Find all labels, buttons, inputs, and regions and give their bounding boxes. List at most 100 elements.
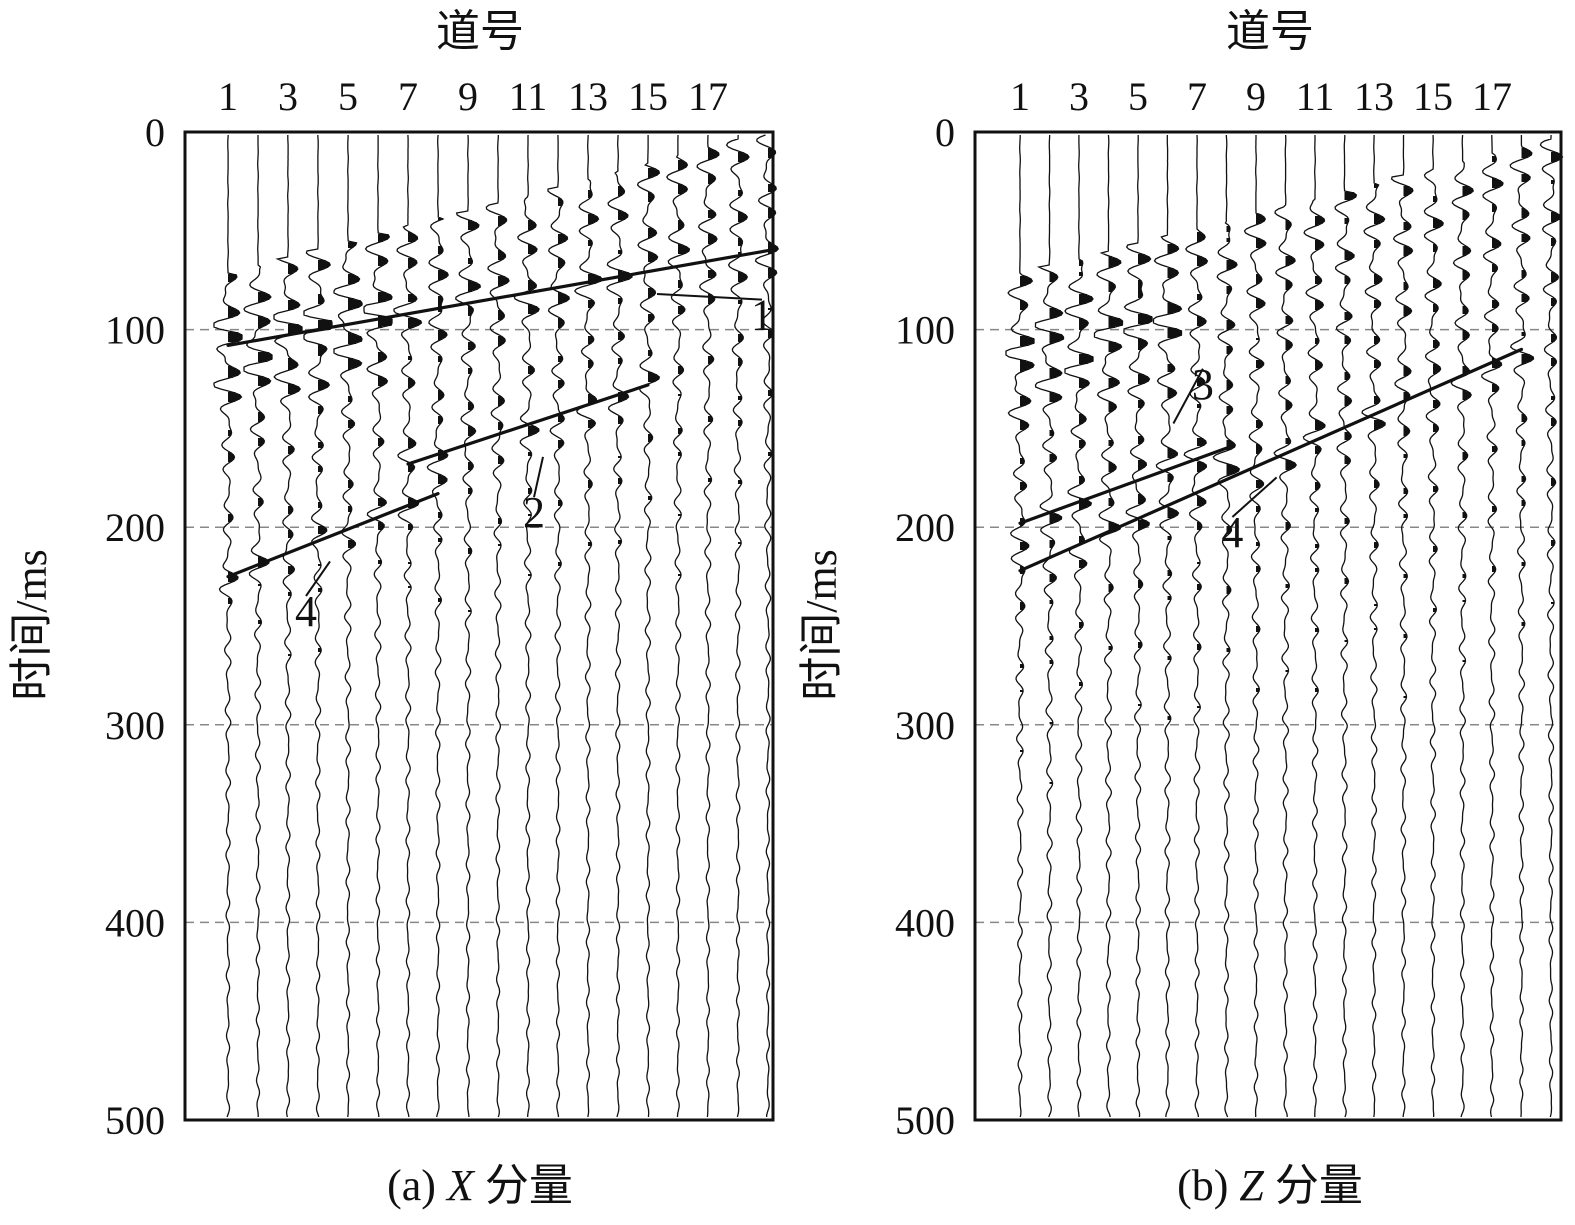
panel-b-ylabel: 时间/ms — [797, 549, 846, 701]
panel-a-event-leader-2 — [533, 456, 544, 498]
panel-b-trace-1 — [1005, 135, 1035, 1118]
panel-a-y-tick-label: 300 — [105, 703, 165, 748]
panel-a-x-tick-label: 1 — [218, 74, 238, 119]
panel-a-xlabel: 道号 — [436, 7, 524, 56]
panel-b-trace-fill-15 — [1433, 196, 1444, 612]
panel-a-event-line-4 — [226, 492, 440, 579]
panel-b-trace-fill-5 — [1138, 254, 1152, 706]
panel-b-y-tick-label: 100 — [895, 308, 955, 353]
panel-a-trace-fill-2 — [258, 292, 272, 624]
panel-a-trace-fill-5 — [348, 242, 362, 548]
panel-a: 道号 时间/ms (a) X 分量 1 3 5 7 9 11 13 15 17010020030… — [7, 7, 779, 1210]
panel-b-x-tick-label: 13 — [1354, 74, 1394, 119]
panel-b-x-tick-label: 11 — [1296, 74, 1335, 119]
panel-b-trace-3 — [1064, 135, 1094, 1118]
panel-a-trace-3 — [273, 135, 303, 1118]
panel-b-trace-fill-2 — [1049, 272, 1064, 784]
panel-b-x-tick-label: 15 — [1413, 74, 1453, 119]
panel-a-event-line-1 — [226, 248, 770, 348]
panel-a-trace-8 — [426, 134, 449, 1118]
panel-b-trace-fill-9 — [1256, 214, 1266, 692]
panel-b-x-tick-label: 1 — [1010, 74, 1030, 119]
panel-b-trace-fill-8 — [1226, 226, 1240, 652]
panel-a-caption-var: X — [445, 1161, 476, 1210]
panel-b-trace-15 — [1423, 135, 1444, 1118]
panel-a-caption-suffix: 分量 — [474, 1161, 573, 1210]
panel-b-trace-fill-10 — [1285, 220, 1297, 672]
panel-a-trace-fill-9 — [468, 220, 481, 612]
panel-b-trace-13 — [1361, 135, 1386, 1118]
panel-b-trace-16 — [1450, 134, 1474, 1118]
panel-b-trace-5 — [1123, 135, 1153, 1118]
panel-b-trace-8 — [1212, 134, 1241, 1118]
panel-a-frame — [183, 130, 775, 1122]
panel-b-trace-fill-6 — [1167, 244, 1182, 720]
panel-b-trace-12 — [1334, 135, 1358, 1118]
panel-a-ylabel: 时间/ms — [7, 549, 56, 701]
panel-a-trace-1 — [213, 134, 243, 1118]
panel-a-trace-fill-1 — [228, 274, 242, 604]
panel-a-trace-fill-15 — [648, 168, 660, 500]
panel-a-x-tick-label: 9 — [458, 74, 478, 119]
panel-a-x-tick-label: 15 — [628, 74, 668, 119]
panel-b-y-tick-label: 200 — [895, 505, 955, 550]
panel-a-x-tick-label: 3 — [278, 74, 298, 119]
panel-b-trace-18 — [1509, 135, 1535, 1118]
panel-b-event-line-3 — [1018, 446, 1229, 525]
panel-a-trace-4 — [303, 134, 333, 1118]
panel-b-trace-7 — [1183, 134, 1209, 1118]
panel-b-x-tick-label: 3 — [1069, 74, 1089, 119]
panel-b-y-tick-label: 0 — [935, 110, 955, 155]
panel-b-trace-fill-3 — [1079, 260, 1093, 686]
panel-a-event-leader-4 — [305, 560, 331, 597]
panel-a-y-tick-label: 200 — [105, 505, 165, 550]
panel-b-event-label-4: 4 — [1221, 508, 1243, 557]
panel-b-x-tick-label: 7 — [1187, 74, 1207, 119]
panel-a-trace-fill-3 — [288, 264, 302, 656]
panel-b: 道号 时间/ms (b) Z 分量 1 3 5 7 9 11 13 15 17010020030… — [797, 7, 1564, 1210]
panel-b-y-tick-label: 300 — [895, 703, 955, 748]
panel-b-trace-9 — [1243, 135, 1267, 1117]
panel-a-trace-5 — [333, 135, 363, 1118]
panel-a-trace-15 — [636, 135, 661, 1118]
panel-b-x-tick-label: 9 — [1246, 74, 1266, 119]
panel-a-trace-18 — [725, 134, 750, 1118]
panel-a-trace-fill-11 — [528, 220, 540, 576]
panel-a-trace-14 — [606, 134, 633, 1118]
panel-b-trace-2 — [1034, 134, 1065, 1118]
panel-a-event-line-2 — [406, 383, 650, 466]
panel-a-event-label-2: 2 — [523, 488, 545, 537]
panel-b-trace-fill-4 — [1108, 256, 1123, 650]
panel-b-y-tick-label: 500 — [895, 1098, 955, 1143]
panel-b-trace-4 — [1093, 134, 1124, 1118]
panel-b-caption: (b) Z 分量 — [1177, 1161, 1363, 1210]
panel-a-trace-9 — [454, 134, 482, 1118]
panel-b-trace-fill-11 — [1315, 216, 1325, 692]
panel-a-trace-17 — [696, 134, 720, 1118]
panel-b-caption-prefix: (b) — [1177, 1161, 1239, 1210]
panel-a-trace-16 — [666, 135, 691, 1118]
panel-a-caption-prefix: (a) — [387, 1161, 447, 1210]
panel-b-event-leader-4 — [1231, 476, 1278, 518]
panel-b-trace-17 — [1481, 135, 1504, 1118]
panel-a-trace-6 — [363, 134, 393, 1118]
panel-a-y-tick-label: 500 — [105, 1098, 165, 1143]
panel-a-caption: (a) X 分量 — [387, 1161, 573, 1210]
panel-a-trace-7 — [393, 134, 423, 1118]
panel-a-y-tick-label: 100 — [105, 308, 165, 353]
panel-b-caption-suffix: 分量 — [1264, 1161, 1363, 1210]
panel-a-trace-12 — [547, 134, 570, 1118]
panel-a-y-tick-label: 0 — [145, 110, 165, 155]
panel-a-event-label-1: 1 — [751, 291, 773, 340]
panel-a-trace-13 — [573, 134, 603, 1118]
panel-a-x-tick-label: 13 — [568, 74, 608, 119]
panel-b-trace-11 — [1302, 135, 1326, 1117]
panel-b-trace-fill-14 — [1403, 186, 1413, 698]
panel-a-y-tick-label: 400 — [105, 900, 165, 945]
panel-b-event-line-4 — [1018, 347, 1524, 573]
panel-a-trace-fill-10 — [498, 216, 509, 546]
panel-b-event-leader-3 — [1172, 368, 1204, 424]
panel-b-xlabel: 道号 — [1226, 7, 1314, 56]
panel-a-trace-fill-17 — [708, 148, 719, 482]
